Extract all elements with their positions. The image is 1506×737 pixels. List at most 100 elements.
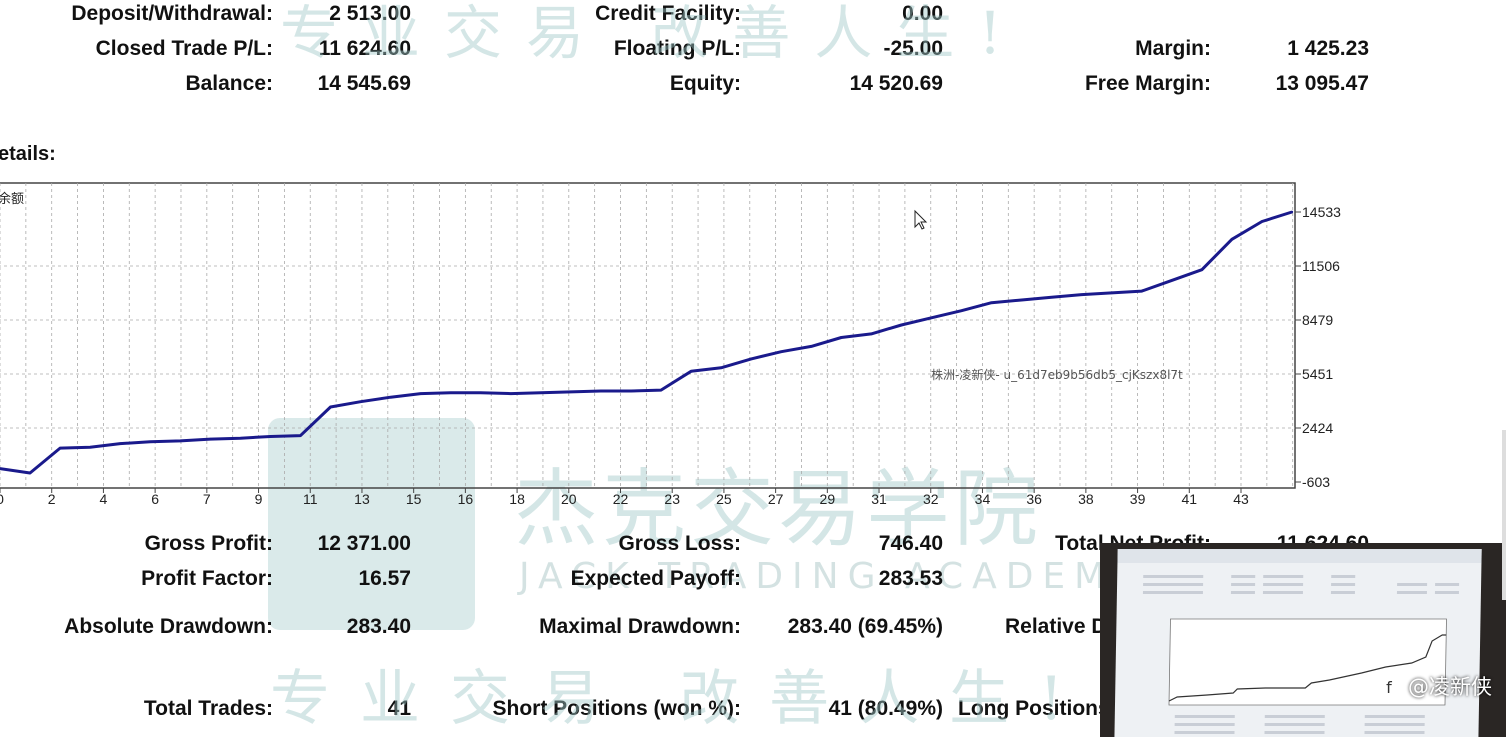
- y-tick-label: 8479: [1302, 312, 1333, 328]
- equity-value: 14 520.69: [849, 72, 943, 95]
- gross-profit-label: Gross Profit:: [144, 532, 273, 555]
- profit-factor-value: 16.57: [358, 567, 411, 590]
- slogan-watermark-top: 专业交易 改善人生!: [280, 0, 1026, 67]
- balance-data-point: [209, 437, 212, 441]
- balance-data-point: [329, 405, 332, 409]
- x-tick-label: 2: [48, 491, 56, 507]
- x-tick-label: 41: [1182, 491, 1198, 507]
- deposit-label: Deposit/Withdrawal:: [71, 2, 273, 25]
- balance-data-point: [780, 350, 783, 353]
- academy-logo: [268, 418, 475, 630]
- balance-data-point: [359, 400, 362, 403]
- expected-payoff-value: 283.53: [878, 567, 943, 590]
- free-margin-value: 13 095.47: [1275, 72, 1369, 95]
- profit-factor-label: Profit Factor:: [141, 567, 273, 590]
- chart-user-watermark: 株洲-凌新侠- u_61d7eb9b56db5_cjKszx8l7t: [931, 367, 1183, 382]
- floating-pl-value: -25.00: [883, 37, 943, 60]
- camera-overlay-photo: f @凌新侠: [1100, 543, 1506, 737]
- maximal-drawdown-label: Maximal Drawdown:: [539, 615, 741, 638]
- details-heading: etails:: [0, 143, 56, 165]
- x-tick-label: 6: [151, 491, 159, 507]
- balance-data-point: [239, 437, 242, 440]
- absolute-drawdown-value: 283.40: [346, 615, 411, 638]
- balance-value: 14 545.69: [317, 72, 411, 95]
- balance-data-point: [990, 301, 993, 304]
- y-tick-label: 2424: [1302, 420, 1333, 436]
- balance-data-point: [1260, 220, 1264, 223]
- total-trades-value: 41: [387, 697, 411, 720]
- x-tick-label: 0: [0, 491, 4, 507]
- y-tick-label: 11506: [1302, 258, 1340, 274]
- balance-data-point: [870, 332, 873, 336]
- author-watermark: f @凌新侠: [1376, 671, 1492, 701]
- author-icon: f: [1376, 675, 1402, 701]
- balance-data-point: [0, 467, 2, 470]
- balance-data-point: [1080, 293, 1083, 296]
- y-tick-label: 5451: [1302, 366, 1333, 382]
- balance-data-point: [689, 370, 693, 373]
- photographed-screen: [1114, 549, 1482, 737]
- balance-data-point: [389, 396, 392, 399]
- balance-data-point: [419, 392, 422, 395]
- balance-data-point: [900, 323, 903, 327]
- y-tick-label: -603: [1302, 474, 1330, 490]
- x-tick-label: 43: [1233, 491, 1249, 507]
- maximal-drawdown-value: 283.40 (69.45%): [787, 615, 943, 638]
- absolute-drawdown-label: Absolute Drawdown:: [64, 615, 273, 638]
- balance-data-point: [479, 391, 482, 394]
- balance-data-point: [1050, 296, 1053, 299]
- balance-label: Balance:: [185, 72, 273, 95]
- short-positions-label: Short Positions (won %):: [492, 697, 741, 720]
- balance-data-point: [810, 345, 813, 348]
- closed-pl-value: 11 624.60: [318, 37, 411, 60]
- balance-data-point: [960, 309, 963, 312]
- mouse-cursor-icon: [914, 209, 928, 230]
- gross-profit-value: 12 371.00: [317, 532, 411, 555]
- balance-data-point: [1110, 291, 1113, 295]
- balance-data-point: [1170, 279, 1174, 282]
- closed-pl-label: Closed Trade P/L:: [95, 37, 273, 60]
- slogan-watermark-bottom: 专业交易 改善人生!: [270, 664, 1094, 734]
- balance-data-point: [88, 445, 92, 449]
- free-margin-label: Free Margin:: [1084, 72, 1211, 95]
- balance-data-point: [539, 391, 543, 394]
- balance-data-point: [58, 446, 62, 450]
- balance-data-point: [118, 442, 122, 445]
- y-tick-label: 14533: [1302, 204, 1341, 220]
- balance-data-point: [149, 440, 152, 444]
- long-positions-label: Long Positions: [958, 697, 1110, 720]
- floating-pl-label: Floating P/L:: [613, 37, 741, 60]
- academy-watermark-en: JACK TRADING ACADEMY: [519, 556, 1146, 597]
- x-tick-label: 7: [203, 491, 211, 507]
- x-tick-label: 4: [100, 491, 108, 507]
- balance-data-point: [1290, 210, 1294, 214]
- balance-data-point: [659, 388, 663, 392]
- balance-data-point: [930, 316, 933, 320]
- balance-data-point: [840, 336, 843, 339]
- expected-payoff-label: Expected Payoff:: [570, 567, 741, 590]
- balance-data-point: [1020, 298, 1023, 302]
- balance-data-point: [509, 392, 512, 395]
- academy-watermark-cn: 杰克交易学院: [514, 460, 1043, 558]
- balance-data-point: [1230, 238, 1234, 241]
- short-positions-value: 41 (80.49%): [828, 697, 943, 720]
- balance-data-point: [749, 357, 753, 361]
- window-scroll-edge[interactable]: [1502, 430, 1506, 600]
- relative-drawdown-label: Relative D: [1005, 615, 1107, 638]
- gross-loss-value: 746.40: [878, 532, 943, 555]
- credit-label: Credit Facility:: [595, 2, 741, 25]
- margin-label: Margin:: [1135, 37, 1211, 60]
- balance-data-point: [569, 390, 573, 394]
- gross-loss-label: Gross Loss:: [618, 532, 741, 555]
- series-label: 余额: [0, 191, 24, 207]
- x-tick-label: 39: [1130, 491, 1146, 507]
- x-tick-label: 38: [1078, 491, 1094, 507]
- margin-value: 1 425.23: [1287, 37, 1369, 60]
- x-tick-label: 9: [255, 491, 263, 507]
- equity-label: Equity:: [669, 72, 741, 95]
- balance-data-point: [449, 391, 452, 394]
- credit-value: 0.00: [902, 2, 943, 25]
- balance-data-point: [719, 366, 723, 369]
- balance-data-point: [179, 439, 182, 443]
- balance-data-point: [1200, 268, 1204, 271]
